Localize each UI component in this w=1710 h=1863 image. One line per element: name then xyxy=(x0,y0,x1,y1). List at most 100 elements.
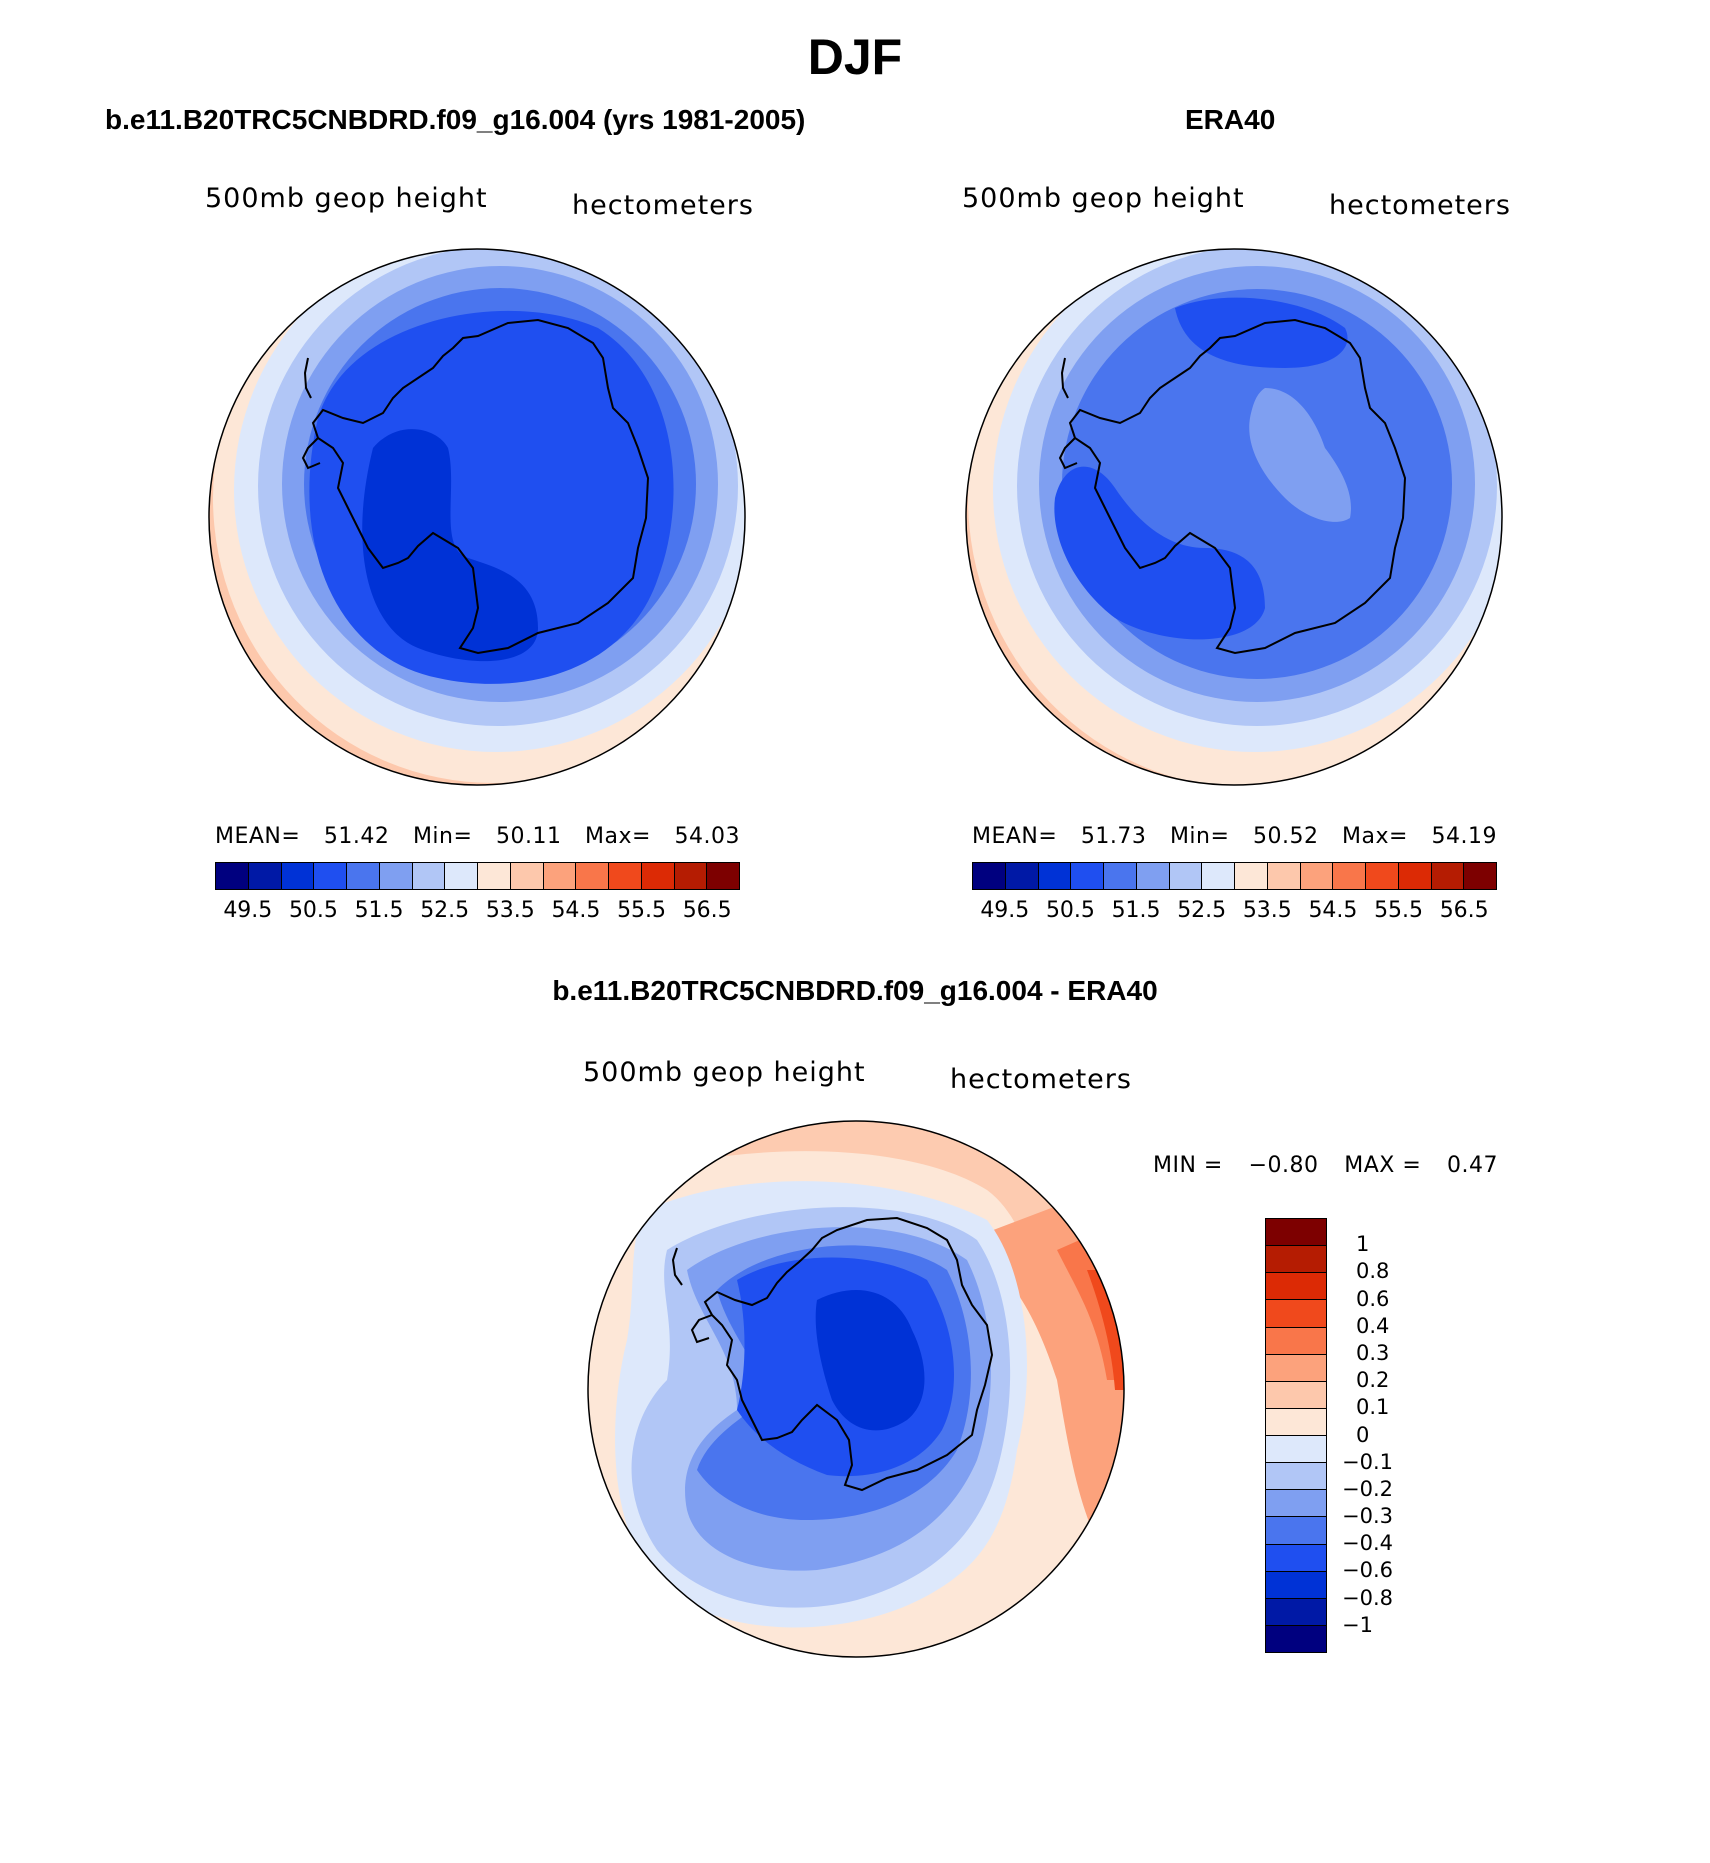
colorbar-swatch xyxy=(1366,863,1399,889)
obs-panel-title: ERA40 xyxy=(1185,104,1276,135)
colorbar-tick-label: 54.5 xyxy=(551,898,601,923)
colorbar-swatch xyxy=(543,863,577,889)
diff-max-label: MAX = xyxy=(1344,1153,1422,1178)
colorbar-swatch xyxy=(314,863,347,889)
colorbar-tick-label: −0.8 xyxy=(1342,1585,1393,1610)
model-stats: MEAN= 51.42 Min= 50.11 Max= 54.03 xyxy=(215,824,740,849)
colorbar-swatch xyxy=(1300,863,1334,889)
diff-panel-title: b.e11.B20TRC5CNBDRD.f09_g16.004 - ERA40 xyxy=(552,975,1158,1006)
colorbar-swatch xyxy=(1398,863,1432,889)
colorbar-swatch xyxy=(1136,863,1170,889)
colorbar-swatch xyxy=(216,863,249,889)
diff-polar-map xyxy=(587,1120,1125,1658)
colorbar-tick-label: −0.1 xyxy=(1342,1449,1393,1474)
colorbar-tick-label: 54.5 xyxy=(1308,898,1358,923)
colorbar-tick-label: 56.5 xyxy=(1439,898,1489,923)
obs-max-value: 54.19 xyxy=(1431,824,1497,849)
obs-colorbar xyxy=(972,862,1497,890)
colorbar-swatch xyxy=(1266,1246,1326,1274)
diff-stats: MIN = −0.80 MAX = 0.47 xyxy=(1153,1153,1498,1178)
colorbar-tick-label: 1 xyxy=(1356,1232,1370,1257)
colorbar-swatch xyxy=(674,863,708,889)
colorbar-swatch xyxy=(379,863,413,889)
colorbar-swatch xyxy=(281,863,315,889)
colorbar-tick-label: −0.3 xyxy=(1342,1504,1393,1529)
model-min-label: Min= xyxy=(412,824,473,849)
colorbar-tick-label: 0.6 xyxy=(1356,1286,1390,1311)
colorbar-swatch xyxy=(609,863,642,889)
model-colorbar xyxy=(215,862,740,890)
colorbar-swatch xyxy=(1266,1598,1326,1626)
colorbar-tick-label: −1 xyxy=(1342,1612,1373,1637)
colorbar-tick-label: 53.5 xyxy=(485,898,535,923)
obs-variable-label: 500mb geop height xyxy=(962,183,1245,214)
obs-mean-value: 51.73 xyxy=(1080,824,1147,849)
colorbar-tick-label: −0.6 xyxy=(1342,1558,1393,1583)
colorbar-swatch xyxy=(445,863,478,889)
colorbar-swatch xyxy=(1266,1273,1326,1301)
model-mean-value: 51.42 xyxy=(323,824,390,849)
diff-colorbar xyxy=(1265,1218,1327,1653)
colorbar-tick-label: 0.2 xyxy=(1356,1368,1390,1393)
colorbar-swatch xyxy=(1266,1327,1326,1355)
colorbar-swatch xyxy=(1464,863,1496,889)
colorbar-swatch xyxy=(1266,1517,1326,1545)
colorbar-swatch xyxy=(1235,863,1268,889)
colorbar-swatch xyxy=(641,863,675,889)
diff-units-label: hectometers xyxy=(950,1064,1132,1095)
colorbar-swatch xyxy=(1266,1219,1326,1247)
colorbar-swatch xyxy=(1005,863,1039,889)
colorbar-swatch xyxy=(1266,1408,1326,1436)
colorbar-swatch xyxy=(1038,863,1072,889)
colorbar-tick-label: 50.5 xyxy=(288,898,338,923)
model-max-value: 54.03 xyxy=(674,824,740,849)
colorbar-tick-label: 49.5 xyxy=(223,898,273,923)
colorbar-swatch xyxy=(707,863,739,889)
diff-max-value: 0.47 xyxy=(1447,1153,1498,1178)
colorbar-swatch xyxy=(478,863,511,889)
colorbar-swatch xyxy=(1333,863,1366,889)
colorbar-swatch xyxy=(973,863,1006,889)
colorbar-swatch xyxy=(1266,1463,1326,1491)
colorbar-tick-label: 52.5 xyxy=(420,898,470,923)
colorbar-swatch xyxy=(1266,1544,1326,1572)
obs-max-label: Max= xyxy=(1342,824,1408,849)
obs-polar-map xyxy=(965,248,1503,786)
colorbar-swatch xyxy=(1266,1354,1326,1382)
colorbar-swatch xyxy=(1071,863,1104,889)
obs-units-label: hectometers xyxy=(1329,190,1511,221)
model-colorbar-ticks: 49.5 50.5 51.5 52.5 53.5 54.5 55.5 56.5 xyxy=(215,898,740,923)
colorbar-tick-label: 51.5 xyxy=(1111,898,1161,923)
diff-colorbar-ticks: 1 0.8 0.6 0.4 0.3 0.2 0.1 0 −0.1 −0.2 −0.3 −0.4 −0.6… xyxy=(1342,1218,1422,1653)
diff-variable-label: 500mb geop height xyxy=(583,1057,866,1088)
obs-mean-label: MEAN= xyxy=(972,824,1058,849)
colorbar-swatch xyxy=(1266,1381,1326,1409)
diff-min-value: −0.80 xyxy=(1248,1153,1319,1178)
model-units-label: hectometers xyxy=(572,190,754,221)
model-mean-label: MEAN= xyxy=(215,824,301,849)
colorbar-tick-label: −0.2 xyxy=(1342,1476,1393,1501)
colorbar-swatch xyxy=(1267,863,1301,889)
colorbar-tick-label: 52.5 xyxy=(1177,898,1227,923)
model-max-label: Max= xyxy=(585,824,651,849)
colorbar-tick-label: 53.5 xyxy=(1242,898,1292,923)
colorbar-swatch xyxy=(1169,863,1203,889)
colorbar-tick-label: 55.5 xyxy=(617,898,667,923)
model-variable-label: 500mb geop height xyxy=(205,183,488,214)
colorbar-tick-label: 0.3 xyxy=(1356,1340,1390,1365)
colorbar-tick-label: 0.1 xyxy=(1356,1395,1390,1420)
colorbar-swatch xyxy=(1266,1300,1326,1328)
colorbar-tick-label: 0 xyxy=(1356,1422,1370,1447)
colorbar-swatch xyxy=(1266,1436,1326,1464)
colorbar-swatch xyxy=(1431,863,1465,889)
colorbar-swatch xyxy=(1202,863,1235,889)
colorbar-swatch xyxy=(347,863,380,889)
colorbar-swatch xyxy=(1266,1625,1326,1652)
colorbar-tick-label: 55.5 xyxy=(1374,898,1424,923)
diff-min-label: MIN = xyxy=(1153,1153,1223,1178)
obs-colorbar-ticks: 49.5 50.5 51.5 52.5 53.5 54.5 55.5 56.5 xyxy=(972,898,1497,923)
colorbar-swatch xyxy=(1104,863,1137,889)
figure-title: DJF xyxy=(807,29,903,85)
colorbar-tick-label: 0.4 xyxy=(1356,1313,1390,1338)
colorbar-tick-label: 0.8 xyxy=(1356,1259,1390,1284)
